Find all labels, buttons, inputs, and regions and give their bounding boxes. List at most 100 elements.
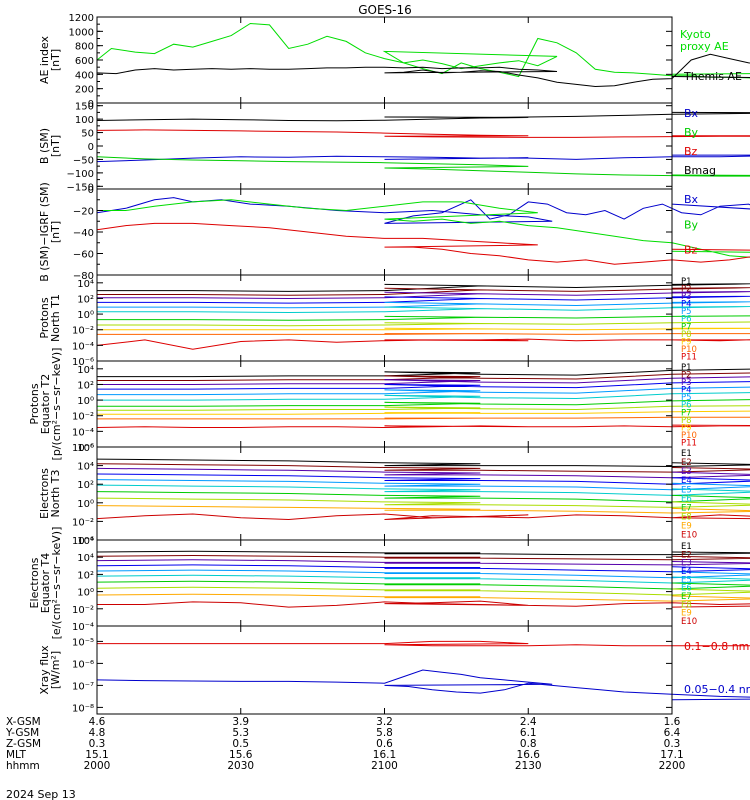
series-line-p1 (97, 368, 750, 378)
y-tick-label: 10⁻² (72, 517, 94, 528)
y-axis-label: [e/(cm²−s−sr−keV)] (50, 527, 63, 640)
legend-label-e8: E8 (681, 600, 692, 610)
y-axis-label: North T1 (49, 294, 62, 342)
footer-value: 5.8 (376, 727, 393, 739)
legend-label-p10: P10 (681, 345, 697, 355)
series-line-e9 (96, 505, 750, 514)
footer-row-label: Y-GSM (5, 727, 39, 739)
series-line-bz (96, 222, 750, 265)
footer-value: 2100 (371, 760, 398, 772)
footer-row-label: Z-GSM (6, 738, 41, 750)
y-tick-label: 200 (75, 85, 94, 96)
y-tick-label: −60 (73, 250, 94, 261)
y-tick-label: 10⁻⁶ (72, 357, 94, 368)
legend-label-p7: P7 (681, 408, 692, 418)
legend-label-e3: E3 (681, 559, 692, 569)
footer-value: 4.6 (89, 716, 106, 728)
y-tick-label: 0 (88, 185, 94, 196)
legend-label-e10: E10 (681, 617, 697, 627)
panel-frame (96, 625, 673, 715)
panel-8: 10⁻⁸ 10⁻⁷ 10⁻⁶ 10⁻⁵ Xray flux[W/m²] 0.1−0.8 n… (38, 625, 750, 715)
series-line-e9 (96, 593, 750, 602)
legend-label-e5: E5 (681, 575, 692, 585)
series-line-p8 (97, 405, 750, 411)
series-line-bx (96, 154, 750, 163)
legend-label-p11: P11 (681, 438, 697, 448)
y-tick-label: 150 (75, 102, 94, 113)
panel-frame (96, 446, 673, 541)
y-axis-label: B (SM)−IGRF (SM) (38, 182, 51, 282)
footer-value: 0.3 (89, 738, 106, 750)
footer-value: 0.3 (664, 738, 681, 750)
y-axis-label: [p/(cm²−s−sr−keV)] (50, 348, 63, 461)
legend-label-p9: P9 (681, 337, 692, 347)
legend-label-bz: Bz (684, 145, 698, 158)
y-tick-label: 1000 (69, 27, 94, 38)
series-line-p7 (97, 315, 750, 321)
footer-value: 2000 (84, 760, 111, 772)
footer-value: 0.6 (376, 738, 393, 750)
legend-label-p9: P9 (681, 423, 692, 433)
footer-row-label: X-GSM (6, 716, 41, 728)
y-tick-label: 10⁻⁷ (72, 681, 94, 692)
legend-kyoto-label: proxy AE (680, 40, 729, 53)
series-line-e4 (96, 473, 750, 485)
legend-label-p5: P5 (681, 307, 692, 317)
series-line-e2 (96, 463, 750, 473)
legend-label-p2: P2 (681, 371, 692, 381)
legend-label-p7: P7 (681, 322, 692, 332)
legend-label-bx: Bx (684, 193, 699, 206)
y-tick-label: 10⁰ (77, 499, 94, 510)
series-line-p3 (97, 376, 750, 385)
footer-value: 0.5 (232, 738, 249, 750)
footer-value: 16.6 (517, 749, 541, 761)
y-axis-label: AE index (38, 35, 51, 84)
legend-label-e7: E7 (681, 503, 692, 513)
series-line-0-05-0-4-nm (96, 669, 750, 701)
y-tick-label: 0 (88, 142, 94, 153)
series-line-e6 (96, 574, 750, 584)
y-tick-label: −150 (67, 182, 94, 193)
footer-value: 4.8 (89, 727, 106, 739)
series-line-e5 (96, 569, 750, 579)
footer-value: 2030 (227, 760, 254, 772)
legend-label-bz: Bz (684, 244, 698, 257)
series-line-bz (96, 129, 750, 138)
y-tick-label: 10⁻² (72, 605, 94, 616)
series-line-e8 (96, 586, 750, 596)
series-line-p2 (97, 287, 750, 296)
legend-label-p6: P6 (681, 401, 692, 411)
legend-label-xray: 0.1−0.8 nm (684, 640, 749, 653)
series-line-by (97, 199, 750, 258)
series-line-p2 (97, 372, 750, 381)
legend-label-p4: P4 (681, 300, 692, 310)
series-line-by (96, 156, 750, 177)
panel-1: 0 200 400 600 800 1000 1200 AE index[nT] Kyotopr… (38, 13, 750, 110)
y-tick-label: −80 (73, 271, 94, 282)
footer-value: 5.3 (232, 727, 249, 739)
series-line-e2 (96, 554, 750, 561)
y-tick-label: 10⁻⁶ (72, 659, 94, 670)
legend-label-e7: E7 (681, 592, 692, 602)
series-line-e7 (96, 491, 750, 503)
y-axis-label: B (SM) (38, 128, 51, 164)
legend-label-bx: Bx (684, 107, 699, 120)
series-line-e4 (96, 564, 750, 573)
y-tick-label: 10⁰ (77, 310, 94, 321)
series-line-e3 (96, 559, 750, 566)
y-axis-label: Equator T2 (39, 374, 52, 434)
y-tick-label: 10⁰ (77, 588, 94, 599)
y-axis-label: North T3 (49, 470, 62, 518)
legend-label-e6: E6 (681, 584, 692, 594)
series-line-e10 (97, 600, 750, 608)
footer-value: 3.9 (232, 716, 249, 728)
footer-value: 15.1 (85, 749, 108, 761)
series-line-bmag (96, 111, 750, 122)
legend-label-e3: E3 (681, 467, 692, 477)
legend-label-xray: 0.05−0.4 nm (684, 683, 750, 696)
series-line-e8 (96, 497, 750, 508)
